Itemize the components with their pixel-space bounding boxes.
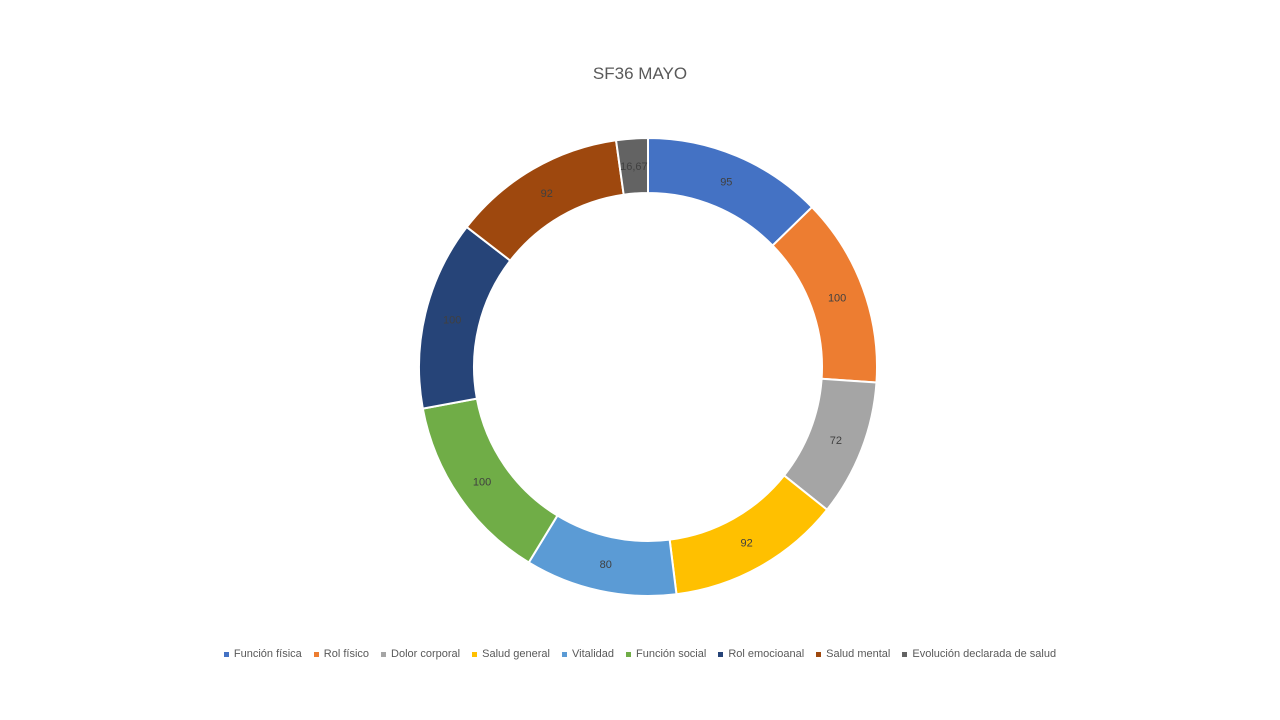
legend-item: Salud mental xyxy=(816,648,890,660)
donut-slice-1 xyxy=(647,136,814,247)
data-label-7: 100 xyxy=(443,315,461,327)
legend-label: Función social xyxy=(636,648,707,660)
legend-item: Salud general xyxy=(472,648,550,660)
chart-title: SF36 MAYO xyxy=(592,64,688,83)
data-label-9: 16,67 xyxy=(620,161,648,173)
legend-swatch xyxy=(718,651,724,657)
donut-slice-4 xyxy=(668,474,829,596)
legend-item: Rol físico xyxy=(313,648,370,660)
donut-slice-9 xyxy=(614,136,649,196)
data-label-8: 92 xyxy=(541,188,553,200)
legend-label: Rol emocioanal xyxy=(728,648,805,660)
legend-item: Dolor corporal xyxy=(381,648,460,660)
legend-swatch xyxy=(562,651,567,657)
legend-label: Vitalidad xyxy=(572,648,614,660)
legend-label: Dolor corporal xyxy=(391,648,461,660)
donut-slice-7 xyxy=(418,225,512,410)
legend-swatch xyxy=(313,651,319,657)
legend-swatch xyxy=(381,651,387,657)
legend-swatch xyxy=(626,651,631,657)
donut-slice-8 xyxy=(465,139,625,263)
data-label-6: 100 xyxy=(473,476,491,488)
legend-swatch xyxy=(472,651,478,657)
legend-item: Función social xyxy=(626,648,706,660)
data-label-2: 100 xyxy=(828,292,846,304)
legend-label: Evolución declarada de salud xyxy=(912,648,1057,660)
legend-swatch xyxy=(223,651,229,657)
donut-slice-2 xyxy=(771,205,878,384)
legend-label: Función física xyxy=(233,648,302,660)
data-label-5: 80 xyxy=(600,559,612,571)
legend-label: Salud mental xyxy=(826,648,891,660)
legend: Función física Rol físico Dolor corporal Sa… xyxy=(0,648,1280,660)
legend-label: Salud general xyxy=(482,648,550,660)
legend-item: Evolución declarada de salud xyxy=(902,648,1056,660)
legend-label: Rol físico xyxy=(323,648,370,660)
legend-swatch xyxy=(902,651,908,657)
data-label-3: 72 xyxy=(830,435,842,447)
data-label-4: 92 xyxy=(740,538,752,550)
legend-swatch xyxy=(816,651,822,657)
legend-item: Rol emocioanal xyxy=(718,648,804,660)
data-label-1: 95 xyxy=(720,176,732,188)
legend-item: Vitalidad xyxy=(562,648,614,660)
legend-item: Función física xyxy=(223,648,302,660)
